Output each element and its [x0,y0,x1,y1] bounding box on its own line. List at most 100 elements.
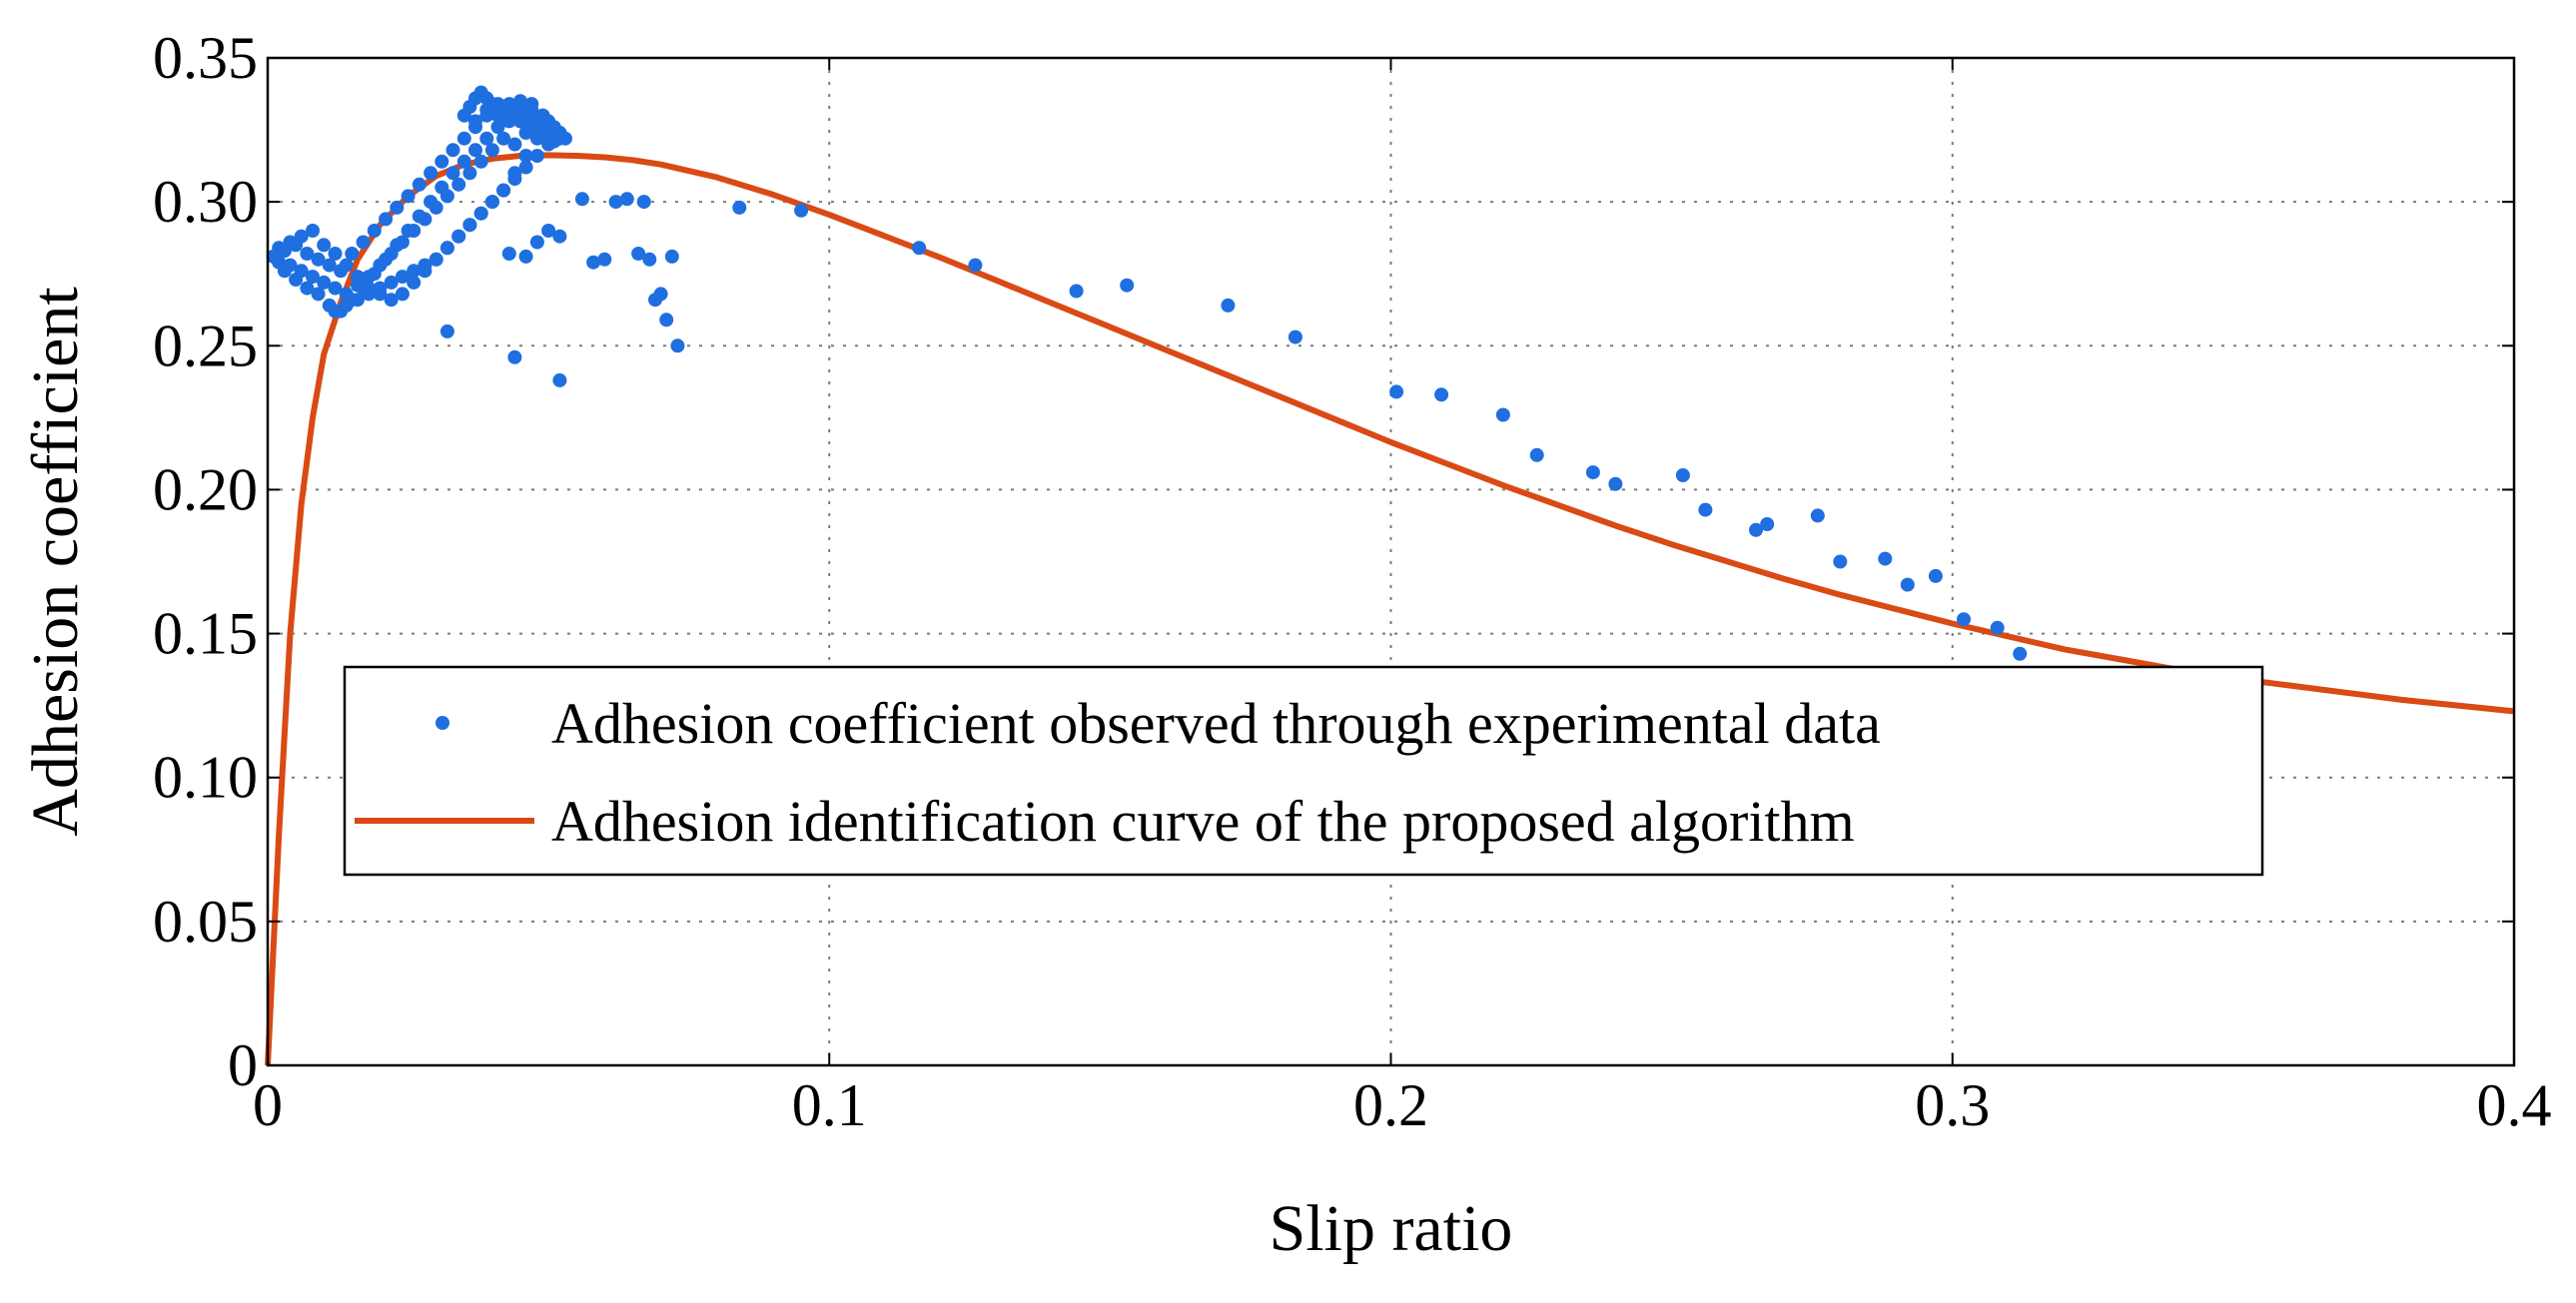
data-point [456,154,471,169]
data-point [507,166,522,181]
data-point [529,149,544,163]
data-point [317,275,332,290]
data-point [328,304,343,319]
data-point [1698,502,1713,517]
data-point [306,270,320,285]
data-point [507,137,522,152]
y-tick-label: 0.10 [153,745,258,811]
data-point [1810,508,1825,523]
data-point [379,252,394,267]
data-point [558,131,572,146]
data-point [1529,447,1544,462]
grid-lines [268,58,2514,1065]
data-point [1878,551,1893,566]
data-point [468,143,482,158]
legend-curve-label: Adhesion identification curve of the pro… [551,789,1855,854]
data-point [653,287,668,302]
y-tick-label: 0 [228,1032,258,1098]
data-point [732,200,747,215]
data-point [1675,468,1690,482]
data-point [351,270,365,285]
data-point [306,224,320,238]
data-point [439,241,454,256]
data-point [619,192,634,207]
data-point [501,247,516,261]
y-tick-label: 0.15 [153,601,258,667]
legend-scatter-label: Adhesion coefficient observed through ex… [551,691,1881,756]
data-point [379,212,394,227]
data-point [513,114,527,129]
data-point [401,189,416,204]
data-point [451,177,466,192]
data-point [412,177,427,192]
data-point [1389,384,1404,399]
data-point [597,252,612,267]
x-axis-title: Slip ratio [1270,1192,1513,1265]
x-tick-label: 0.3 [1915,1072,1990,1138]
data-point [794,203,809,218]
data-point [507,349,522,364]
data-point [484,195,499,210]
data-point [283,235,298,250]
data-point [311,252,326,267]
y-tick-label: 0.30 [153,169,258,235]
data-point [462,218,477,233]
data-point [473,206,488,221]
x-tick-label: 0.1 [792,1072,867,1138]
data-point [501,114,516,129]
data-point [1434,387,1449,402]
data-point [434,154,449,169]
data-point [1957,612,1971,627]
data-point [462,166,477,181]
y-tick-label: 0.25 [153,313,258,378]
data-point [322,258,337,273]
y-tick-label: 0.35 [153,25,258,91]
y-tick-label: 0.20 [153,456,258,522]
data-point [631,247,646,261]
data-point [395,270,410,285]
data-point [1495,407,1510,422]
data-point [272,241,287,256]
data-point [642,252,657,267]
data-point [479,102,494,117]
data-point [574,192,589,207]
data-point [1221,298,1236,313]
data-point [518,160,533,175]
data-point [424,195,438,210]
data-point [1833,554,1848,569]
data-point [345,247,360,261]
axis-ticks [267,57,2515,1066]
data-point [451,229,466,244]
data-point [407,275,422,290]
data-point [418,258,432,273]
data-point [439,324,454,338]
legend-scatter-marker [435,716,449,730]
y-axis-title: Adhesion coefficient [19,287,92,836]
data-point [373,281,388,296]
data-point [339,258,354,273]
data-point [518,249,533,264]
data-point [390,200,405,215]
data-point [294,229,309,244]
data-point [367,224,382,238]
x-tick-labels: 0 0.1 0.2 0.3 0.4 [253,1072,2552,1138]
data-point [473,154,488,169]
data-point [384,275,399,290]
data-point [524,120,539,135]
data-point [541,224,556,238]
y-tick-label: 0.05 [153,889,258,955]
data-point [384,293,399,308]
data-point [2013,646,2028,661]
data-point [546,123,561,138]
data-point [1928,568,1943,583]
data-point [401,224,416,238]
data-point [390,238,405,253]
data-point [608,195,623,210]
legend: Adhesion coefficient observed through ex… [343,665,2264,877]
data-point [1990,620,2005,635]
data-point [1585,465,1600,480]
data-point [300,281,315,296]
legend-box [343,665,2264,877]
data-point [424,166,438,181]
